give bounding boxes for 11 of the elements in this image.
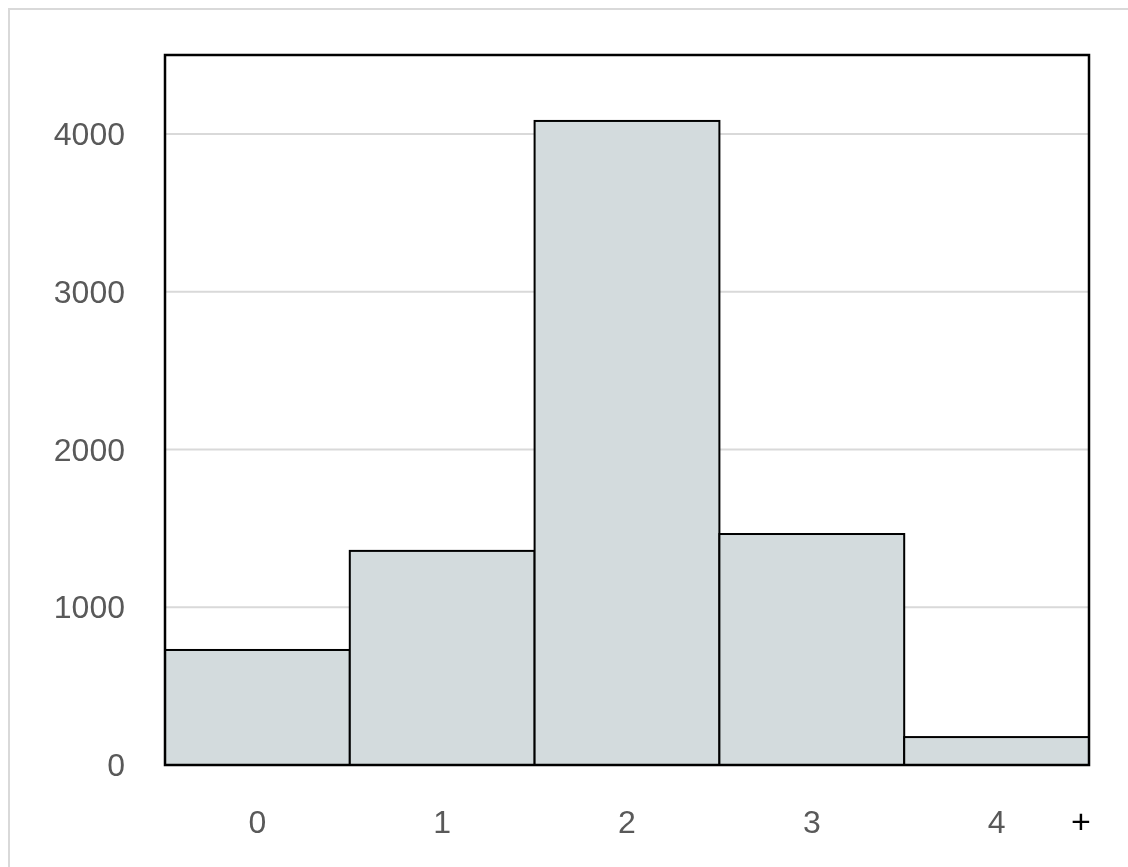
x-tick-label: 4 <box>987 804 1006 840</box>
y-tick-label: 1000 <box>53 589 125 626</box>
y-tick-label: 3000 <box>53 273 125 310</box>
y-tick-label: 0 <box>107 747 125 784</box>
x-tick-label: 3 <box>802 804 821 840</box>
x-tick-label: 2 <box>618 804 636 840</box>
x-tick-label: 0 <box>248 804 267 840</box>
y-tick-label: 4000 <box>53 116 125 153</box>
text: + <box>1071 802 1091 840</box>
x-tick-label: 1 <box>433 804 452 840</box>
y-tick-label: 2000 <box>53 431 125 468</box>
